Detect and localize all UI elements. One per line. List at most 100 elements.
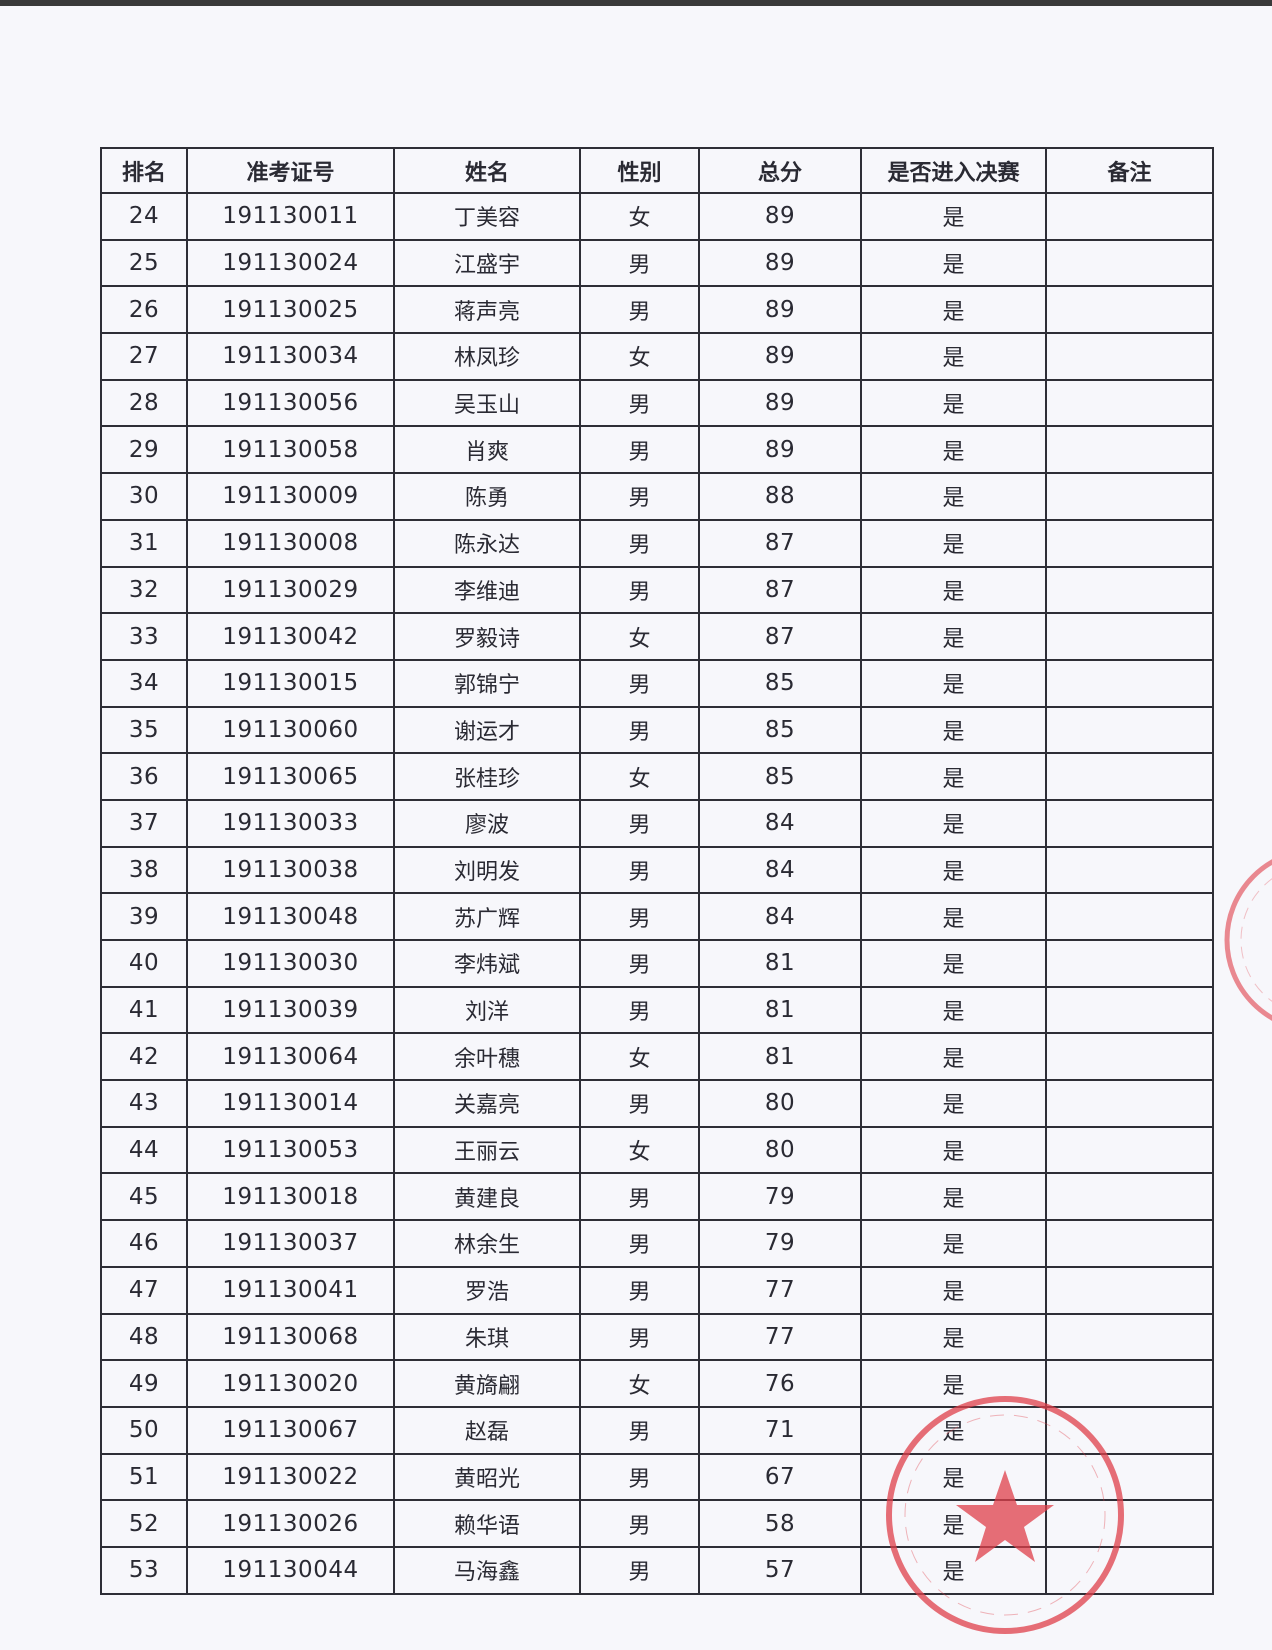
exam-id-cell: 191130064 <box>186 1032 395 1082</box>
finalist-cell: 是 <box>860 1265 1047 1315</box>
finalist-cell: 是 <box>860 705 1047 755</box>
name-cell: 林余生 <box>393 1219 581 1268</box>
table-row: 25 191130024 江盛宇男 89 是 <box>100 238 1214 288</box>
table-row: 48 191130068 朱琪男 77 是 <box>100 1312 1214 1362</box>
gender-cell: 男 <box>579 1219 700 1268</box>
exam-id-cell: 191130008 <box>186 518 395 568</box>
rank-cell: 41 <box>100 985 188 1035</box>
name-cell: 赵磊 <box>393 1405 581 1455</box>
finalist-cell: 是 <box>860 798 1047 848</box>
score-cell: 58 <box>698 1499 862 1548</box>
gender-cell: 女 <box>579 1359 700 1408</box>
rank-cell: 36 <box>100 752 188 801</box>
table-row: 31 191130008 陈永达男 87 是 <box>100 518 1214 568</box>
remark-cell <box>1045 1499 1214 1548</box>
gender-cell: 男 <box>579 1405 700 1455</box>
score-cell: 89 <box>698 285 862 335</box>
name-cell: 赖华语 <box>393 1499 581 1548</box>
remark-cell <box>1045 285 1214 335</box>
table-row: 50 191130067 赵磊男 71 是 <box>100 1405 1214 1455</box>
rank-cell: 33 <box>100 612 188 661</box>
gender-cell: 男 <box>579 378 700 428</box>
rank-cell: 38 <box>100 845 188 895</box>
score-cell: 67 <box>698 1452 862 1502</box>
name-cell: 谢运才 <box>393 705 581 755</box>
score-cell: 81 <box>698 939 862 988</box>
remark-cell <box>1045 1219 1214 1268</box>
finalist-cell: 是 <box>860 985 1047 1035</box>
name-cell: 陈永达 <box>393 518 581 568</box>
exam-id-cell: 191130022 <box>186 1452 395 1502</box>
exam-id-cell: 191130014 <box>186 1079 395 1128</box>
gender-cell: 男 <box>579 1452 700 1502</box>
score-cell: 89 <box>698 192 862 241</box>
table-row: 34 191130015 郭锦宁男 85 是 <box>100 658 1214 708</box>
exam-id-cell: 191130068 <box>186 1312 395 1362</box>
name-cell: 蒋声亮 <box>393 285 581 335</box>
remark-cell <box>1045 658 1214 708</box>
rank-cell: 34 <box>100 658 188 708</box>
score-cell: 79 <box>698 1172 862 1222</box>
remark-cell <box>1045 939 1214 988</box>
gender-cell: 男 <box>579 892 700 941</box>
name-cell: 郭锦宁 <box>393 658 581 708</box>
table-row: 49 191130020 黄旖翩女 76 是 <box>100 1359 1214 1408</box>
table-row: 32 191130029 李维迪男 87 是 <box>100 565 1214 615</box>
name-cell: 李维迪 <box>393 565 581 615</box>
rank-cell: 48 <box>100 1312 188 1362</box>
column-header: 性别 <box>579 147 700 194</box>
finalist-cell: 是 <box>860 658 1047 708</box>
rank-cell: 26 <box>100 285 188 335</box>
table-row: 45 191130018 黄建良男 79 是 <box>100 1172 1214 1222</box>
remark-cell <box>1045 332 1214 381</box>
column-header: 是否进入决赛 <box>860 147 1047 194</box>
remark-cell <box>1045 238 1214 288</box>
name-cell: 刘明发 <box>393 845 581 895</box>
finalist-cell: 是 <box>860 425 1047 475</box>
exam-id-cell: 191130030 <box>186 939 395 988</box>
exam-id-cell: 191130009 <box>186 472 395 521</box>
remark-cell <box>1045 192 1214 241</box>
remark-cell <box>1045 1312 1214 1362</box>
column-header: 排名 <box>100 147 188 194</box>
score-cell: 71 <box>698 1405 862 1455</box>
exam-id-cell: 191130044 <box>186 1545 395 1595</box>
exam-id-cell: 191130024 <box>186 238 395 288</box>
gender-cell: 男 <box>579 939 700 988</box>
remark-cell <box>1045 705 1214 755</box>
score-cell: 89 <box>698 238 862 288</box>
gender-cell: 女 <box>579 1032 700 1082</box>
finalist-cell: 是 <box>860 845 1047 895</box>
rank-cell: 40 <box>100 939 188 988</box>
exam-id-cell: 191130037 <box>186 1219 395 1268</box>
remark-cell <box>1045 1265 1214 1315</box>
table-row: 43 191130014 关嘉亮男 80 是 <box>100 1079 1214 1128</box>
name-cell: 马海鑫 <box>393 1545 581 1595</box>
remark-cell <box>1045 1359 1214 1408</box>
finalist-cell: 是 <box>860 1172 1047 1222</box>
gender-cell: 男 <box>579 1312 700 1362</box>
score-cell: 80 <box>698 1125 862 1175</box>
rank-cell: 37 <box>100 798 188 848</box>
score-cell: 84 <box>698 892 862 941</box>
remark-cell <box>1045 845 1214 895</box>
column-header: 姓名 <box>393 147 581 194</box>
finalist-cell: 是 <box>860 612 1047 661</box>
gender-cell: 男 <box>579 425 700 475</box>
exam-id-cell: 191130026 <box>186 1499 395 1548</box>
name-cell: 肖爽 <box>393 425 581 475</box>
table-row: 53 191130044 马海鑫男 57 是 <box>100 1545 1214 1595</box>
gender-cell: 男 <box>579 658 700 708</box>
name-cell: 江盛宇 <box>393 238 581 288</box>
finalist-cell: 是 <box>860 1079 1047 1128</box>
gender-cell: 男 <box>579 1265 700 1315</box>
exam-id-cell: 191130060 <box>186 705 395 755</box>
exam-id-cell: 191130034 <box>186 332 395 381</box>
name-cell: 黄旖翩 <box>393 1359 581 1408</box>
gender-cell: 男 <box>579 518 700 568</box>
table-row: 27 191130034 林凤珍女 89 是 <box>100 332 1214 381</box>
name-cell: 朱琪 <box>393 1312 581 1362</box>
column-header: 准考证号 <box>186 147 395 194</box>
score-cell: 77 <box>698 1265 862 1315</box>
table-row: 44 191130053 王丽云女 80 是 <box>100 1125 1214 1175</box>
